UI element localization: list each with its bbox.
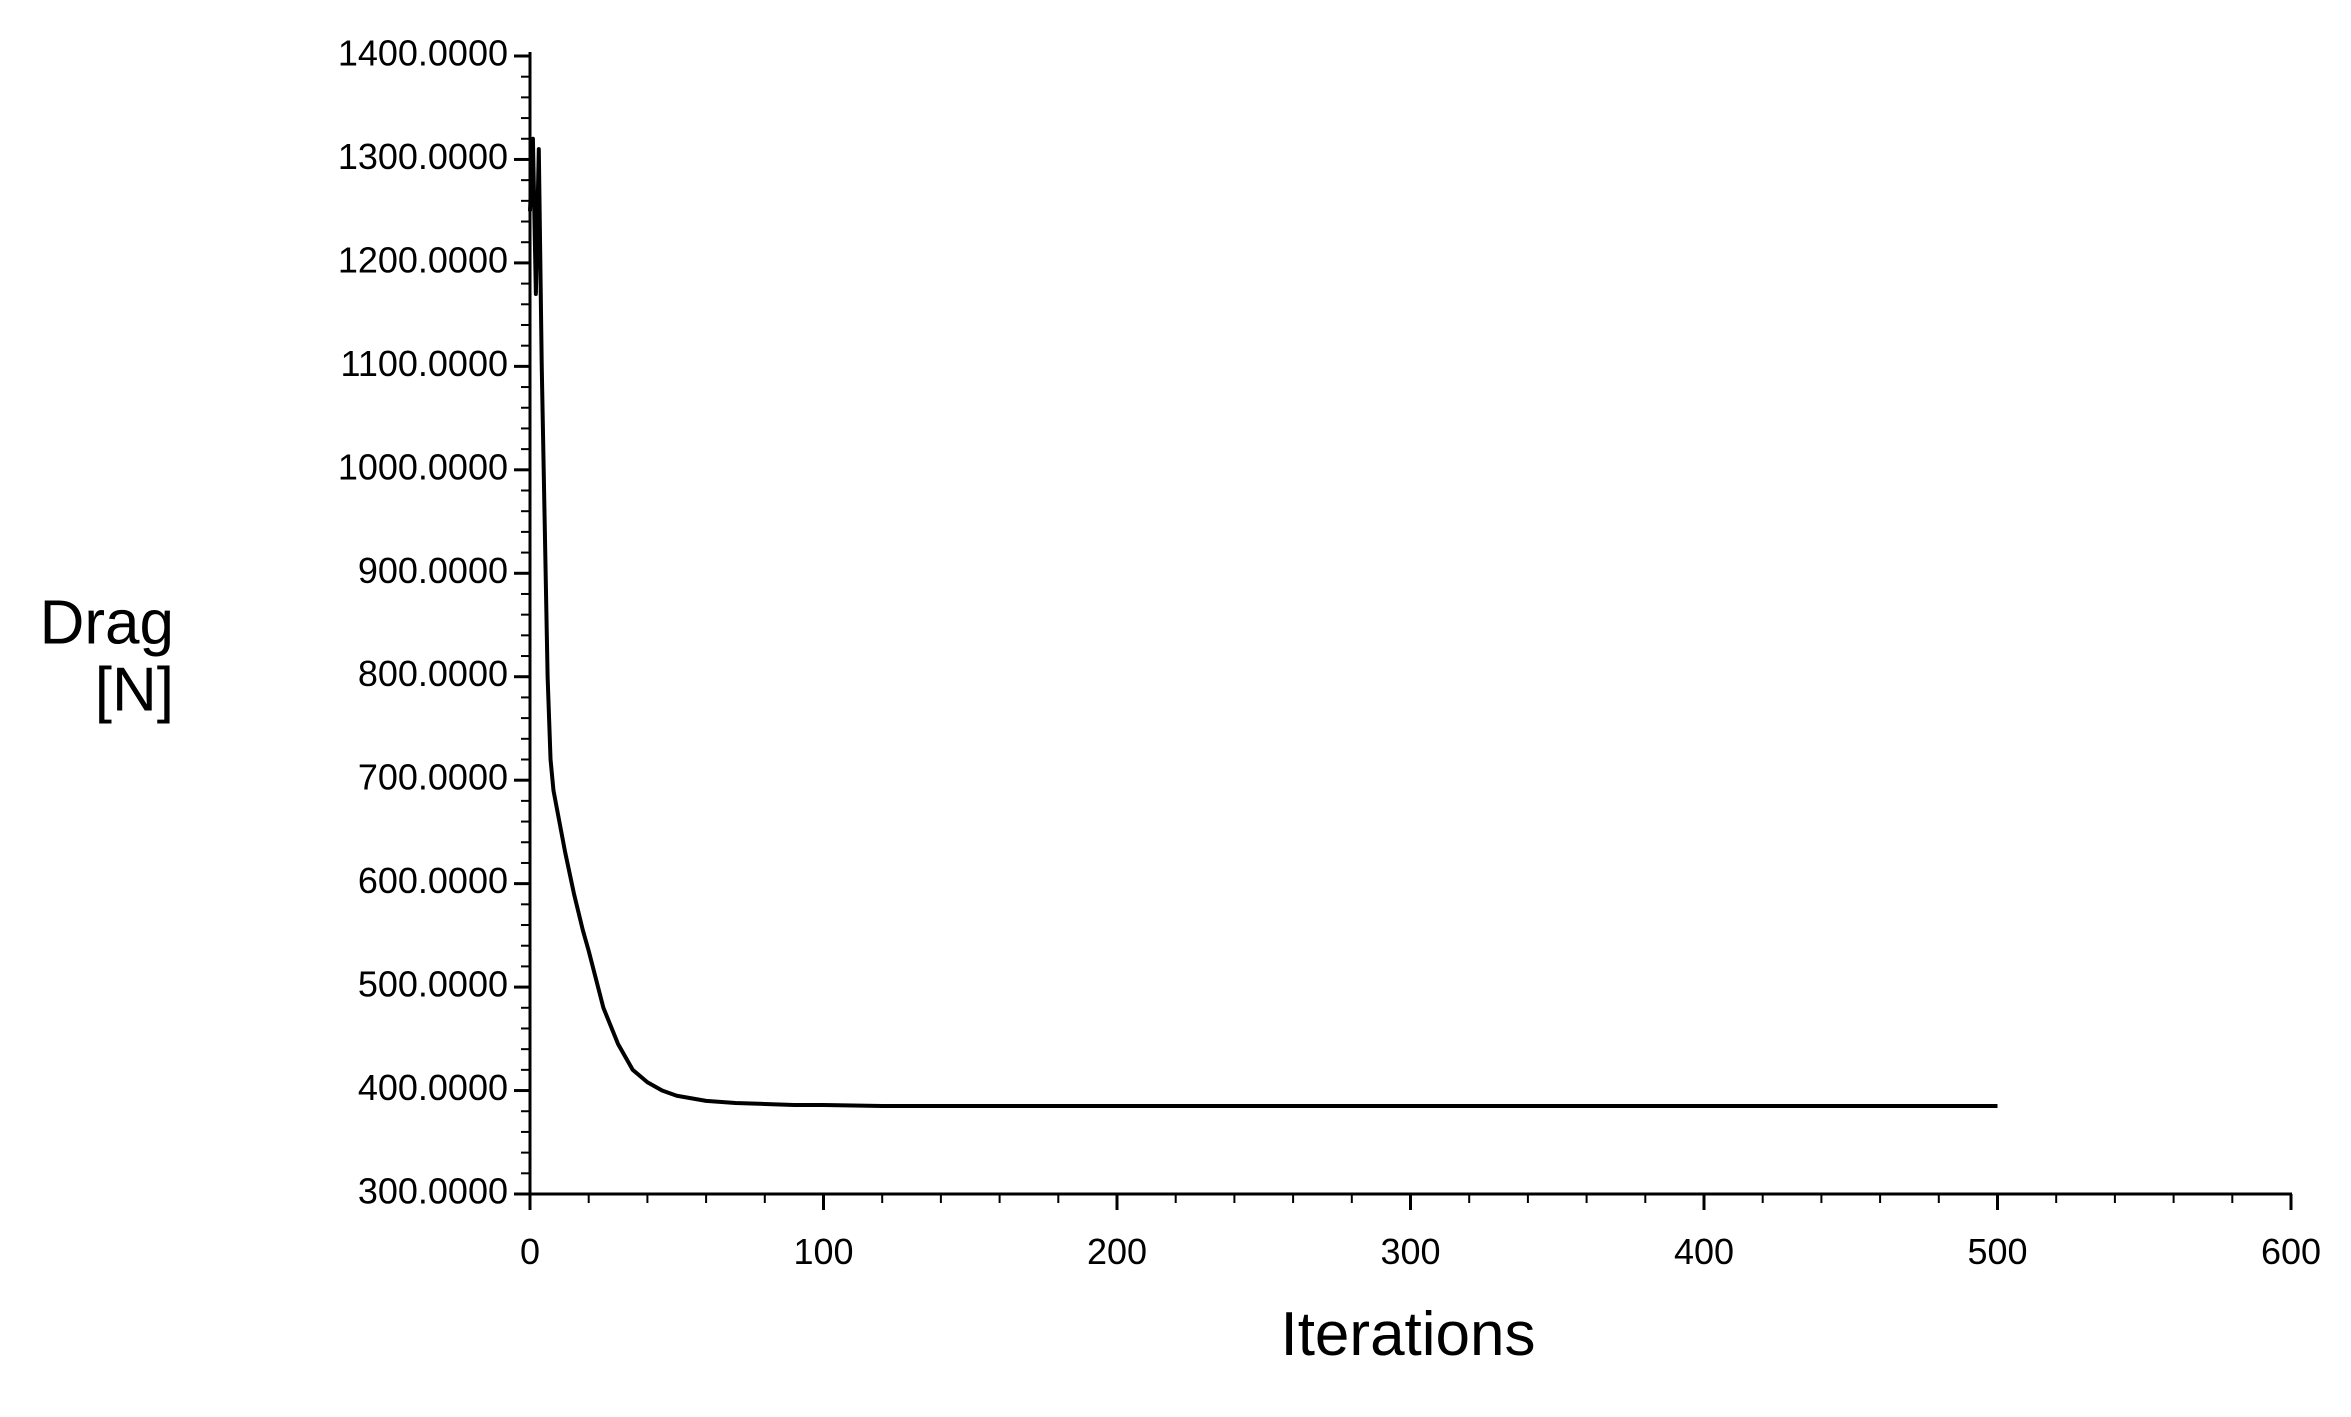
y-tick-label: 900.0000 bbox=[358, 550, 508, 591]
y-axis-unit: [N] bbox=[95, 655, 174, 724]
y-tick-label: 1200.0000 bbox=[338, 239, 508, 280]
x-tick-label: 0 bbox=[520, 1231, 540, 1272]
y-tick-label: 1100.0000 bbox=[340, 343, 508, 384]
y-axis-title: Drag bbox=[40, 588, 174, 657]
x-axis-title: Iterations bbox=[1280, 1300, 1535, 1369]
y-tick-label: 600.0000 bbox=[358, 860, 508, 901]
y-tick-label: 700.0000 bbox=[358, 757, 508, 798]
x-tick-label: 600 bbox=[2261, 1231, 2321, 1272]
x-tick-label: 400 bbox=[1674, 1231, 1734, 1272]
y-tick-label: 400.0000 bbox=[358, 1067, 508, 1108]
y-tick-label: 300.0000 bbox=[358, 1171, 508, 1212]
y-tick-label: 800.0000 bbox=[358, 653, 508, 694]
y-tick-label: 1000.0000 bbox=[338, 446, 508, 487]
x-tick-label: 300 bbox=[1380, 1231, 1440, 1272]
x-tick-label: 100 bbox=[793, 1231, 853, 1272]
data-line bbox=[528, 136, 1998, 1109]
y-tick-label: 500.0000 bbox=[358, 964, 508, 1005]
x-tick-label: 200 bbox=[1087, 1231, 1147, 1272]
y-tick-label: 1300.0000 bbox=[338, 136, 508, 177]
y-tick-label: 1400.0000 bbox=[338, 33, 508, 74]
x-tick-label: 500 bbox=[1967, 1231, 2027, 1272]
